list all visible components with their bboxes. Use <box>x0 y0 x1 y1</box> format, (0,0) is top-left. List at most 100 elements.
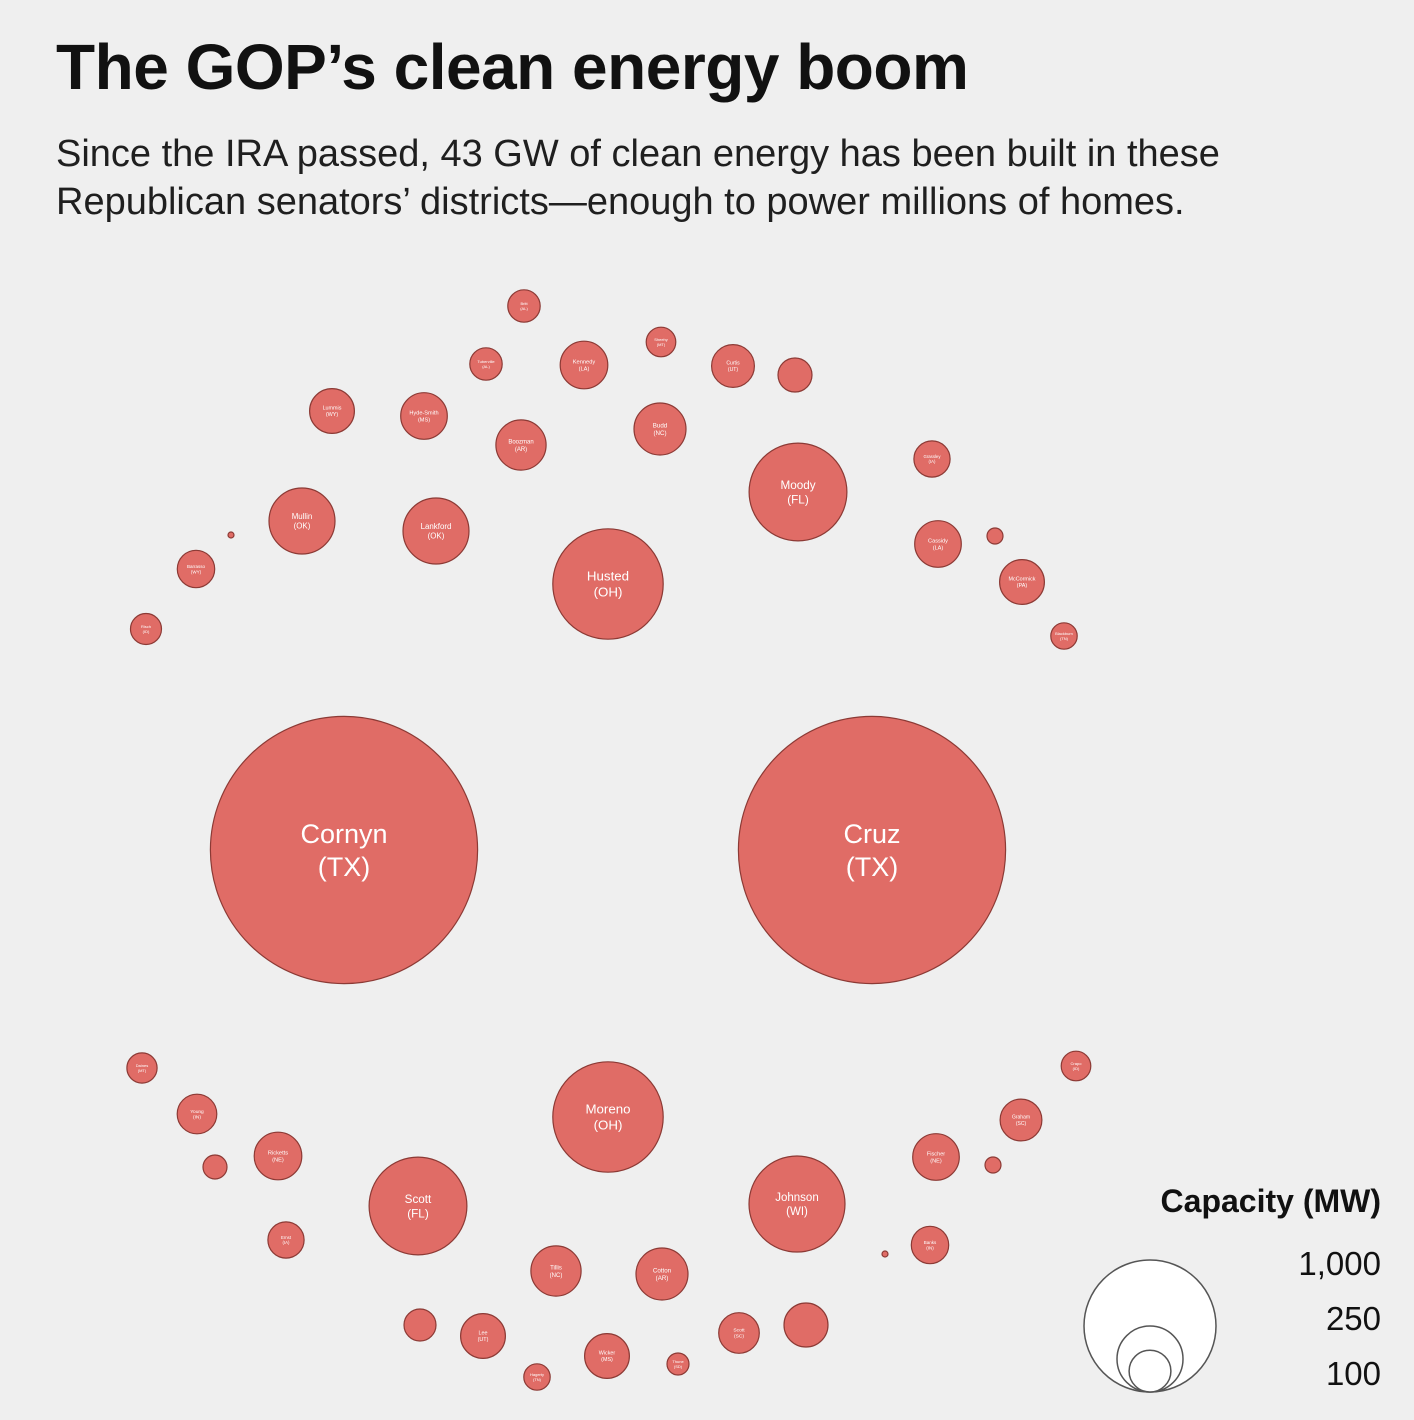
bubble-sheehy-mt: Sheehy (MT) <box>645 326 677 358</box>
bubble-wicker-ms: Wicker (MS) <box>583 1332 630 1379</box>
bubble-label: Barrasso (WY) <box>187 564 206 575</box>
bubble-label: Cruz (TX) <box>843 819 900 882</box>
bubble-circle <box>309 388 356 435</box>
bubble-label: Curtis (UT) <box>726 361 740 373</box>
bubble-label: Cornyn (TX) <box>300 819 387 882</box>
chart-title: The GOP’s clean energy boom <box>56 31 969 103</box>
small-bubble <box>777 357 813 393</box>
bubble-circle <box>633 402 687 456</box>
bubble-circle <box>748 442 848 542</box>
bubble-circle <box>912 1133 960 1181</box>
bubble-label: Hyde-Smith (MS) <box>409 411 438 424</box>
small-bubble <box>984 1156 1002 1174</box>
bubble-hyde-smith-ms: Hyde-Smith (MS) <box>400 392 448 440</box>
legend-label-100: 100 <box>1326 1355 1381 1392</box>
bubble-mccormick-pa: McCormick (PA) <box>998 558 1045 605</box>
bubble-label: Daines (MT) <box>136 1063 148 1073</box>
legend-label-1000: 1,000 <box>1298 1245 1381 1282</box>
bubble-label: Graham (SC) <box>1012 1115 1030 1127</box>
bubble-blackburn-tn: Blackburn (TN) <box>1050 622 1078 650</box>
bubble-scott-sc: Scott (SC) <box>718 1312 760 1354</box>
bubble-kennedy-la: Kennedy (LA) <box>559 340 609 390</box>
bubble-label: Young (IN) <box>190 1109 204 1121</box>
bubble-circle <box>559 340 609 390</box>
bubble-ernst-ia: Ernst (IA) <box>267 1221 305 1259</box>
legend-label-250: 250 <box>1326 1300 1381 1337</box>
small-bubble <box>783 1302 829 1348</box>
bubble-circle <box>253 1131 303 1181</box>
bubble-circle <box>176 1093 218 1135</box>
bubble-circle <box>552 528 664 640</box>
legend: Capacity (MW) 1,000 250 100 <box>1083 1183 1381 1393</box>
bubbles-group: Cornyn (TX) Cruz (TX) Husted (OH) Moreno (OH) Mo… <box>126 289 1092 1391</box>
small-bubble <box>986 527 1004 545</box>
bubble-circle <box>268 487 336 555</box>
bubble-circle <box>400 392 448 440</box>
bubble-label: Boozman (AR) <box>508 439 533 452</box>
bubble-circle <box>999 1098 1043 1142</box>
legend-ring-100 <box>1128 1349 1172 1393</box>
bubble-husted-oh: Husted (OH) <box>552 528 664 640</box>
bubble-label: Britt (AL) <box>520 301 528 311</box>
small-bubble <box>202 1154 228 1180</box>
bubble-tuberville-al: Tuberville (AL) <box>469 347 503 381</box>
bubble-label: Johnson (WI) <box>775 1192 818 1218</box>
bubble-label: Crapo (ID) <box>1071 1061 1083 1071</box>
bubble-circle <box>126 1052 158 1084</box>
bubble-circle <box>129 612 163 646</box>
subtitle-line-1: Since the IRA passed, 43 GW of clean ene… <box>56 133 1220 175</box>
subtitle-line-2: Republican senators’ districts—enough to… <box>56 181 1185 223</box>
bubble-label: Kennedy (LA) <box>573 360 596 373</box>
bubble-label: Lankford (OK) <box>421 522 452 541</box>
bubble-banks-in: Banks (IN) <box>910 1225 950 1265</box>
bubble-label: Blackburn (TN) <box>1055 631 1073 641</box>
bubble-label: Thune (SD) <box>672 1359 684 1369</box>
bubble-thune-sd: Thune (SD) <box>666 1352 690 1376</box>
bubble-label: Moody (FL) <box>780 479 815 506</box>
unlabeled-dots-group <box>202 357 1004 1348</box>
bubble-label: Ricketts (NE) <box>268 1151 288 1164</box>
bubble-label: Moreno (OH) <box>585 1102 630 1133</box>
bubble-circle <box>460 1312 507 1359</box>
bubble-label: Cotton (AR) <box>653 1267 672 1282</box>
bubble-circle <box>748 1155 846 1253</box>
bubble-label: Mullin (OK) <box>292 512 313 531</box>
bubble-cassidy-la: Cassidy (LA) <box>914 520 962 568</box>
bubble-curtis-ut: Curtis (UT) <box>710 344 755 389</box>
bubble-label: Sheehy (MT) <box>654 337 668 347</box>
bubble-circle <box>913 440 951 478</box>
small-bubble <box>227 531 235 539</box>
bubble-moody-fl: Moody (FL) <box>748 442 848 542</box>
bubble-circle <box>523 1363 551 1391</box>
bubble-graham-sc: Graham (SC) <box>999 1098 1043 1142</box>
bubble-label: Cassidy (LA) <box>928 539 948 552</box>
bubble-circle <box>635 1247 689 1301</box>
bubble-circle <box>402 497 470 565</box>
bubble-circle <box>910 1225 950 1265</box>
bubble-cotton-ar: Cotton (AR) <box>635 1247 689 1301</box>
bubble-circle <box>495 419 547 471</box>
bubble-circle <box>209 715 479 985</box>
bubble-circle <box>710 344 755 389</box>
bubble-moreno-oh: Moreno (OH) <box>552 1061 664 1173</box>
bubble-tillis-nc: Tillis (NC) <box>530 1245 582 1297</box>
bubble-circle <box>530 1245 582 1297</box>
bubble-circle <box>666 1352 690 1376</box>
bubble-cornyn-tx: Cornyn (TX) <box>209 715 479 985</box>
bubble-label: Banks (IN) <box>924 1240 937 1251</box>
bubble-budd-nc: Budd (NC) <box>633 402 687 456</box>
bubble-circle <box>718 1312 760 1354</box>
bubble-label: Hagerty (TN) <box>530 1372 544 1382</box>
bubble-johnson-wi: Johnson (WI) <box>748 1155 846 1253</box>
bubble-circle <box>1060 1050 1092 1082</box>
small-bubble <box>881 1250 889 1258</box>
bubble-fischer-ne: Fischer (NE) <box>912 1133 960 1181</box>
small-bubble <box>403 1308 437 1342</box>
bubble-circle <box>583 1332 630 1379</box>
bubble-daines-mt: Daines (MT) <box>126 1052 158 1084</box>
bubble-lummis-wy: Lummis (WY) <box>309 388 356 435</box>
bubble-label: Budd (NC) <box>653 422 668 437</box>
bubble-hagerty-tn: Hagerty (TN) <box>523 1363 551 1391</box>
